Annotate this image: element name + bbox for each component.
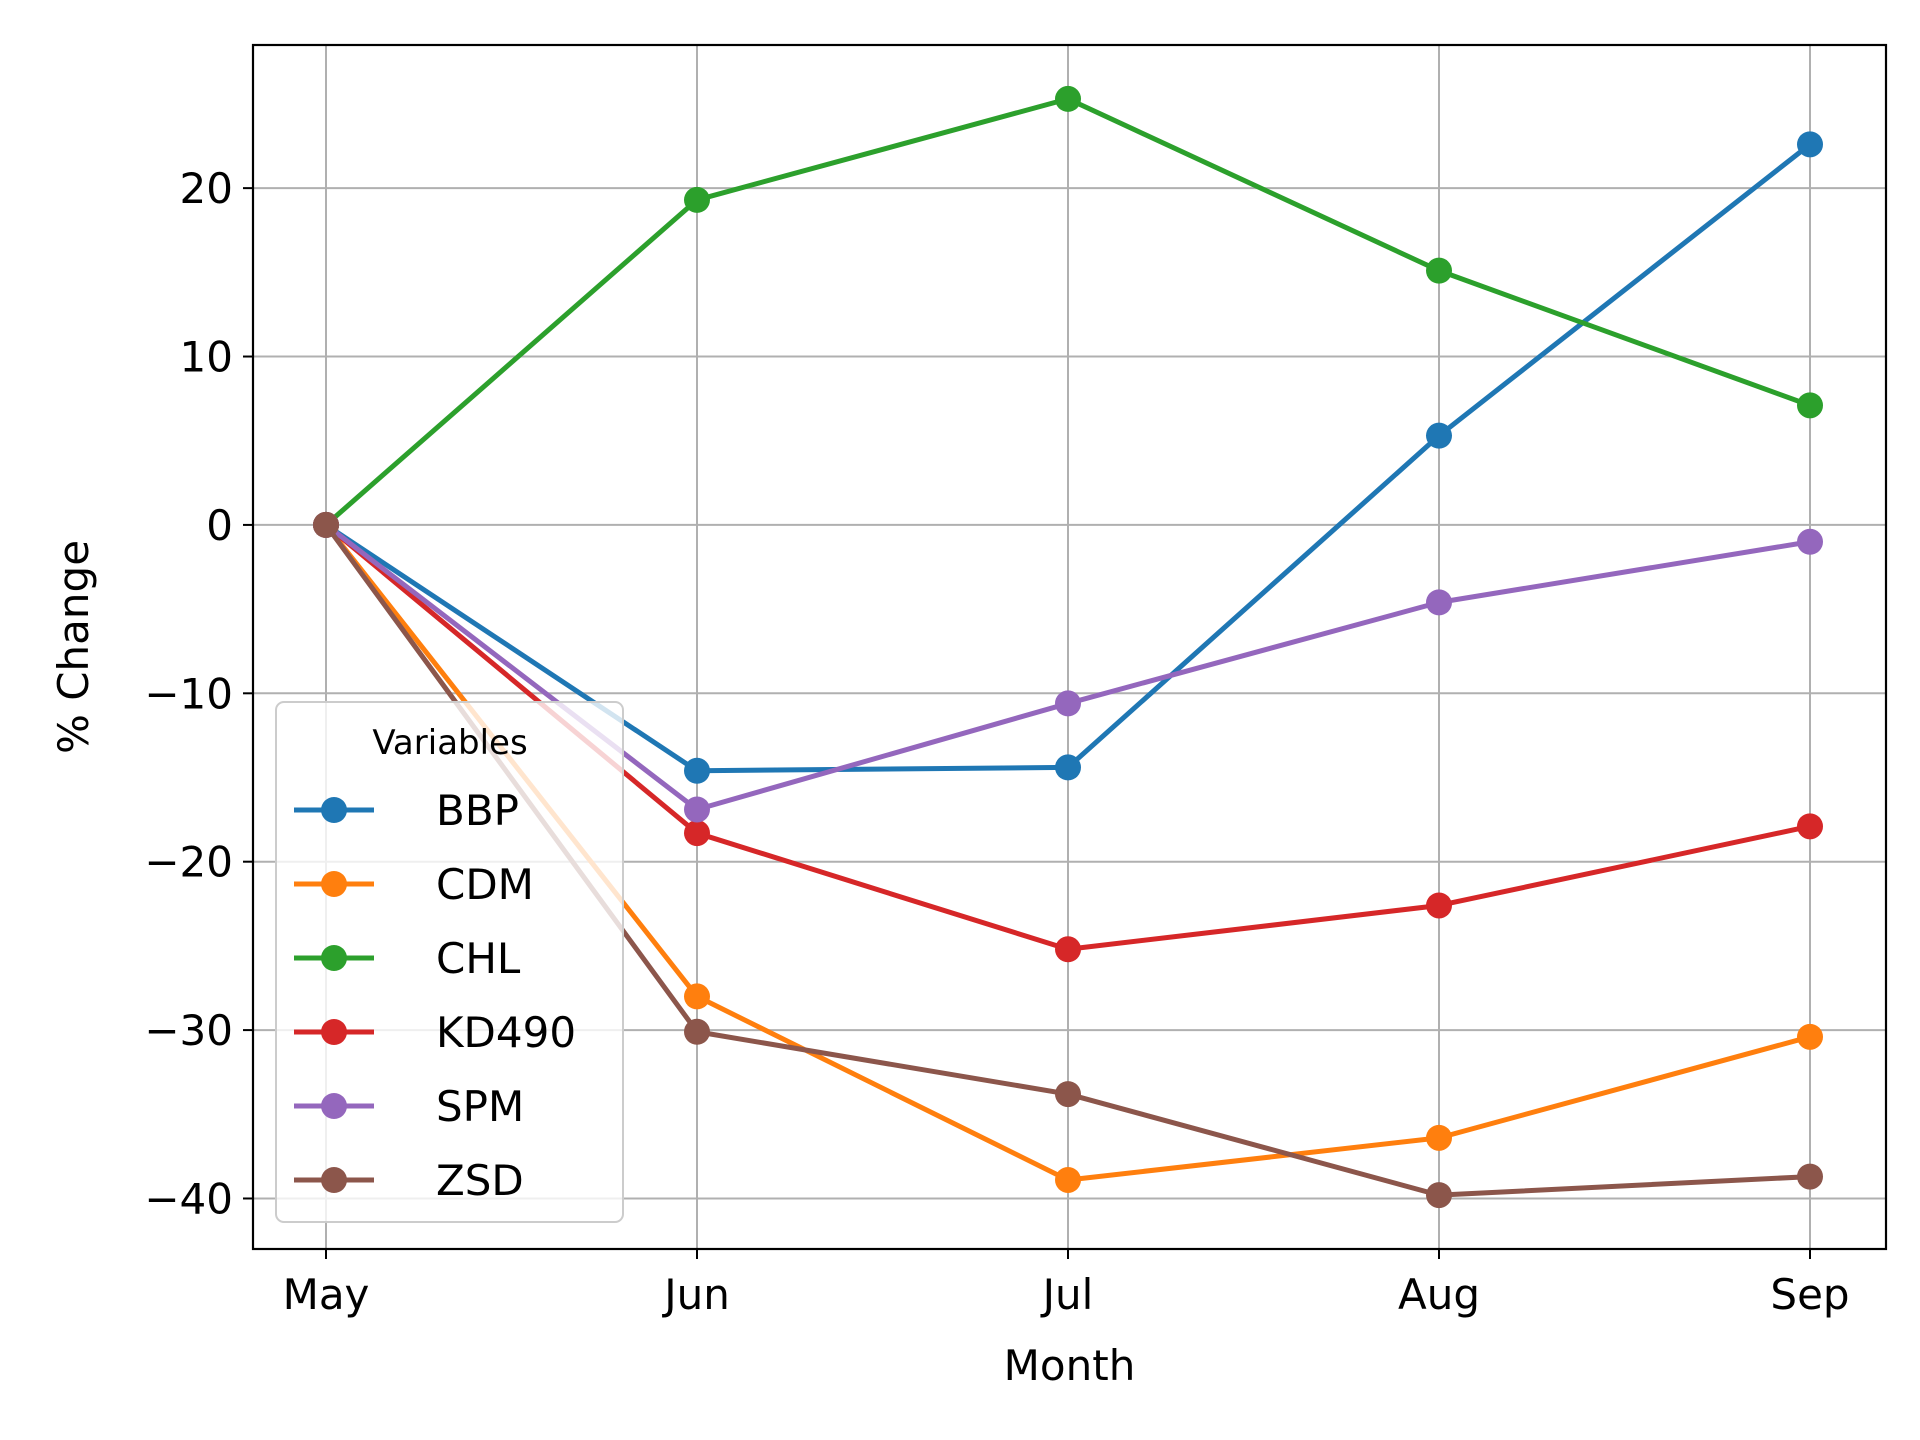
legend-label-spm: SPM bbox=[436, 1082, 524, 1131]
data-point-zsd bbox=[1426, 1182, 1452, 1209]
data-point-bbp bbox=[1426, 422, 1452, 449]
plot-frame bbox=[251, 43, 1888, 1251]
legend-marker-spm bbox=[321, 1093, 347, 1119]
data-point-cdm bbox=[684, 983, 710, 1010]
y-tick-label: −40 bbox=[144, 1174, 233, 1223]
data-point-spm bbox=[1426, 589, 1452, 616]
legend-marker-kd490 bbox=[321, 1019, 347, 1045]
legend: Variables BBP CDM CHL KD490 SPM ZSD bbox=[275, 701, 624, 1223]
data-point-kd490 bbox=[1797, 813, 1823, 840]
data-point-bbp bbox=[684, 757, 710, 784]
data-point-spm bbox=[684, 796, 710, 823]
y-tick-label: −30 bbox=[144, 1006, 233, 1055]
data-point-chl bbox=[1055, 85, 1081, 112]
data-point-bbp bbox=[1055, 754, 1081, 781]
y-tick-label: 0 bbox=[206, 501, 233, 550]
legend-marker-cdm bbox=[321, 871, 347, 897]
x-tick-label: Sep bbox=[1770, 1270, 1849, 1319]
data-point-cdm bbox=[1055, 1166, 1081, 1193]
y-axis-label: % Change bbox=[49, 540, 98, 754]
data-point-cdm bbox=[1426, 1124, 1452, 1151]
y-tick-label: 20 bbox=[180, 164, 233, 213]
x-tick-label: Jun bbox=[661, 1270, 730, 1319]
y-tick-label: −20 bbox=[144, 838, 233, 887]
data-point-zsd bbox=[1797, 1163, 1823, 1190]
data-point-bbp bbox=[1797, 131, 1823, 158]
x-tick-label: Aug bbox=[1398, 1270, 1480, 1319]
legend-label-zsd: ZSD bbox=[436, 1156, 524, 1205]
data-point-spm bbox=[1797, 528, 1823, 555]
data-point-chl bbox=[1797, 392, 1823, 419]
x-axis-label: Month bbox=[1004, 1341, 1136, 1390]
y-tick-label: −10 bbox=[144, 669, 233, 718]
legend-label-chl: CHL bbox=[436, 934, 521, 983]
legend-label-cdm: CDM bbox=[436, 860, 534, 909]
x-tick-label: May bbox=[283, 1270, 370, 1319]
data-point-kd490 bbox=[1426, 892, 1452, 919]
data-point-spm bbox=[1055, 690, 1081, 717]
y-tick-label: 10 bbox=[180, 333, 233, 382]
data-point-zsd bbox=[684, 1018, 710, 1045]
data-point-kd490 bbox=[684, 820, 710, 847]
data-point-chl bbox=[684, 186, 710, 213]
data-point-zsd bbox=[1055, 1081, 1081, 1108]
legend-items: BBP CDM CHL KD490 SPM ZSD bbox=[294, 786, 576, 1205]
axis-ticks: May Jun Jul Aug Sep −40 −30 −20 −10 0 10 20 bbox=[144, 164, 1849, 1319]
data-point-kd490 bbox=[1055, 936, 1081, 963]
legend-marker-bbp bbox=[321, 797, 347, 823]
data-point-chl bbox=[1426, 257, 1452, 284]
x-tick-label: Jul bbox=[1040, 1270, 1094, 1319]
legend-marker-chl bbox=[321, 945, 347, 971]
legend-label-bbp: BBP bbox=[436, 786, 519, 835]
legend-box bbox=[275, 701, 624, 1223]
data-point-zsd bbox=[313, 511, 339, 538]
data-point-cdm bbox=[1797, 1023, 1823, 1050]
legend-marker-zsd bbox=[321, 1167, 347, 1193]
legend-label-kd490: KD490 bbox=[436, 1008, 576, 1057]
legend-title: Variables bbox=[372, 723, 527, 763]
